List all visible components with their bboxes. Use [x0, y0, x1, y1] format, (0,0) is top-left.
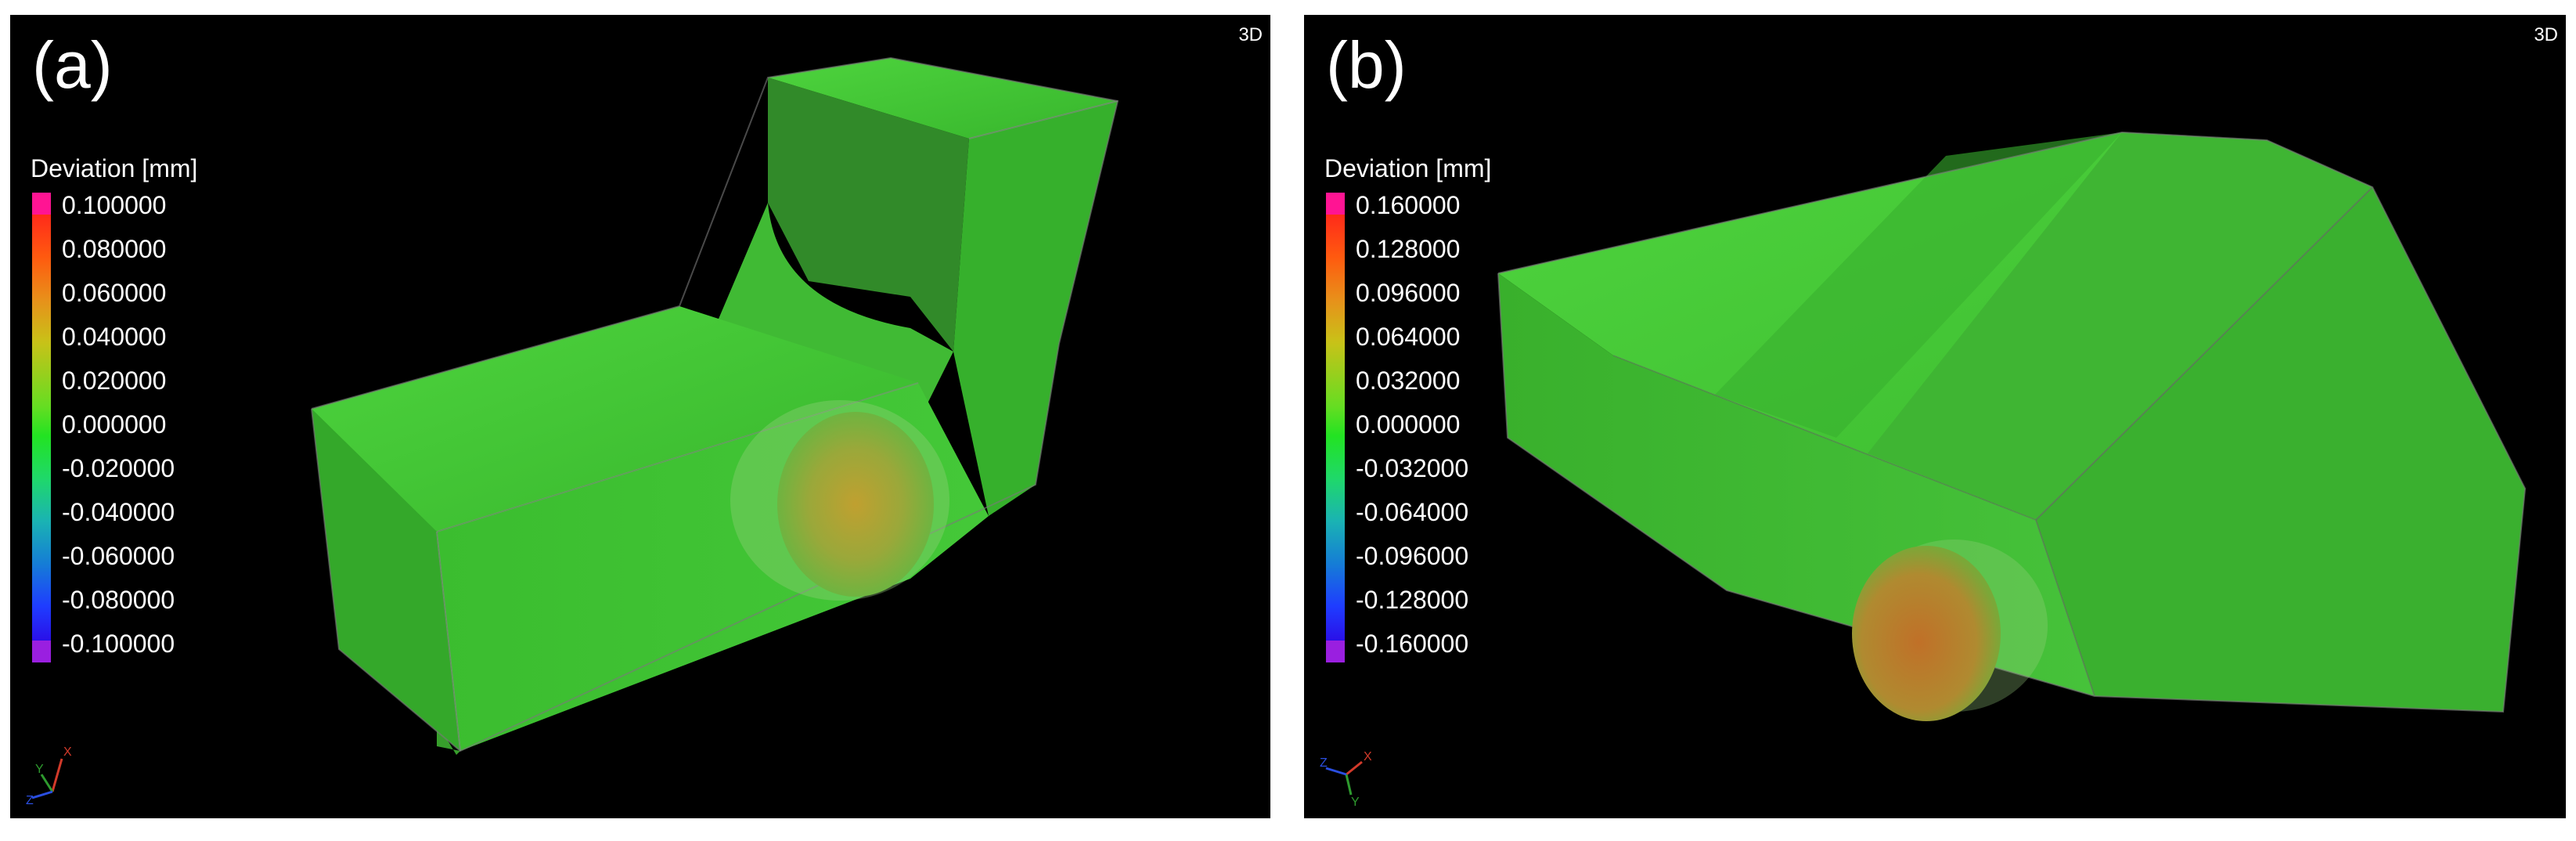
fillet-surface — [715, 203, 953, 422]
ridge-band — [1715, 132, 2122, 438]
legend-under-swatch — [32, 641, 51, 662]
viewport-panel-b[interactable]: (b) 3D Deviation [mm] 0.160000 0.128000 … — [1304, 15, 2566, 818]
deviation-legend: Deviation [mm] 0.100000 0.080000 0.06000… — [31, 154, 197, 662]
legend-tick: -0.096000 — [1356, 542, 1469, 570]
legend-tick: -0.128000 — [1356, 586, 1469, 614]
axis-y-label: Y — [35, 763, 44, 776]
deviation-legend: Deviation [mm] 0.160000 0.128000 0.09600… — [1324, 154, 1491, 662]
legend-tick: 0.128000 — [1356, 235, 1461, 263]
view-mode-tag: 3D — [1238, 24, 1263, 45]
legend-tick: -0.020000 — [62, 454, 175, 482]
legend-title: Deviation [mm] — [1324, 154, 1492, 182]
axis-triad-icon: X Y Z — [1320, 750, 1372, 806]
legend-tick: -0.160000 — [1356, 630, 1469, 658]
legend-tick: -0.032000 — [1356, 454, 1469, 482]
legend-tick: -0.060000 — [62, 542, 175, 570]
legend-tick: -0.040000 — [62, 498, 175, 526]
panel-label: (a) — [32, 28, 113, 102]
legend-over-swatch — [32, 193, 51, 215]
low-block-side — [312, 409, 460, 751]
legend-tick: 0.020000 — [62, 366, 167, 395]
scan-model-a — [311, 56, 1119, 755]
legend-tick: 0.064000 — [1356, 323, 1461, 351]
legend-tick: 0.060000 — [62, 279, 167, 307]
right-end-face — [2036, 187, 2525, 712]
axis-y-label: Y — [1351, 796, 1360, 806]
view-mode-tag: 3D — [2534, 24, 2558, 45]
legend-colorbar — [32, 215, 51, 641]
legend-tick: 0.040000 — [62, 323, 167, 351]
defect-bump-b — [1852, 546, 2001, 721]
right-inner-slope — [1868, 132, 2372, 520]
axis-x-label: X — [63, 745, 72, 759]
legend-tick: 0.100000 — [62, 191, 167, 219]
axis-z-label: Z — [1320, 756, 1328, 770]
legend-tick: 0.000000 — [1356, 410, 1461, 439]
legend-tick: 0.080000 — [62, 235, 167, 263]
legend-over-swatch — [1326, 193, 1345, 215]
axis-z-label: Z — [26, 794, 34, 806]
scan-model-b — [1497, 131, 2527, 721]
tall-block-front — [953, 101, 1118, 516]
legend-tick: 0.096000 — [1356, 279, 1461, 307]
panel-label: (b) — [1326, 28, 1407, 102]
legend-tick: 0.000000 — [62, 410, 167, 439]
defect-bump-a — [777, 412, 934, 597]
legend-tick: -0.064000 — [1356, 498, 1469, 526]
legend-tick: -0.080000 — [62, 586, 175, 614]
tall-block-top — [768, 58, 1118, 139]
legend-colorbar — [1326, 215, 1345, 641]
legend-tick: 0.032000 — [1356, 366, 1461, 395]
axis-x-label: X — [1364, 750, 1372, 763]
low-block-top — [312, 306, 918, 532]
viewport-panel-a[interactable]: (a) 3D Deviation [mm] 0.100000 0.080000 … — [10, 15, 1270, 818]
legend-under-swatch — [1326, 641, 1345, 662]
axis-triad-icon: X Y Z — [26, 745, 72, 806]
legend-tick: 0.160000 — [1356, 191, 1461, 219]
legend-tick: -0.100000 — [62, 630, 175, 658]
legend-title: Deviation [mm] — [31, 154, 198, 182]
tall-block-inner — [768, 78, 969, 352]
